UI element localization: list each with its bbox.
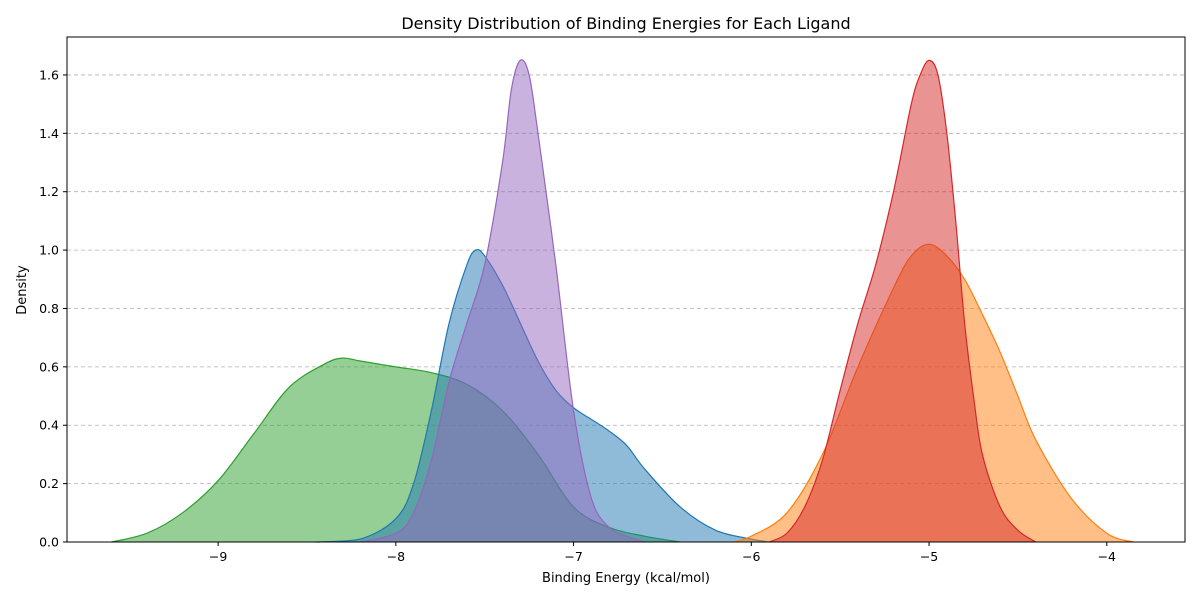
y-tick-label: 0.0 xyxy=(39,535,59,550)
density-area-5 xyxy=(769,60,1036,542)
x-tick-label: −8 xyxy=(387,549,405,564)
y-tick-label: 1.4 xyxy=(39,126,59,141)
y-tick-label: 1.2 xyxy=(39,184,59,199)
density-line-5 xyxy=(768,59,1037,543)
y-tick-label: 1.0 xyxy=(39,243,59,258)
density-area-3 xyxy=(360,59,645,542)
series-layer xyxy=(111,59,1134,543)
plot-frame xyxy=(66,36,1186,543)
y-tick-label: 0.6 xyxy=(39,359,59,374)
y-tick-label: 1.6 xyxy=(39,67,59,82)
y-tick-label: 0.4 xyxy=(39,418,59,433)
x-axis-label: Binding Energy (kcal/mol) xyxy=(542,571,710,586)
x-tick-label: −7 xyxy=(564,549,582,564)
density-line-3 xyxy=(360,59,645,543)
x-axis: −9 −8 −7 −6 −5 −4 xyxy=(209,542,1116,564)
y-axis-label: Density xyxy=(15,265,30,315)
x-tick-label: −9 xyxy=(209,549,227,564)
x-tick-label: −5 xyxy=(920,549,938,564)
x-tick-label: −6 xyxy=(742,549,760,564)
x-tick-label: −4 xyxy=(1098,549,1116,564)
chart-title: Density Distribution of Binding Energies… xyxy=(401,14,850,33)
y-axis: 0.0 0.2 0.4 0.6 0.8 1.0 1.2 1.4 1.6 xyxy=(39,67,67,550)
y-tick-label: 0.2 xyxy=(39,476,59,491)
y-tick-label: 0.8 xyxy=(39,301,59,316)
